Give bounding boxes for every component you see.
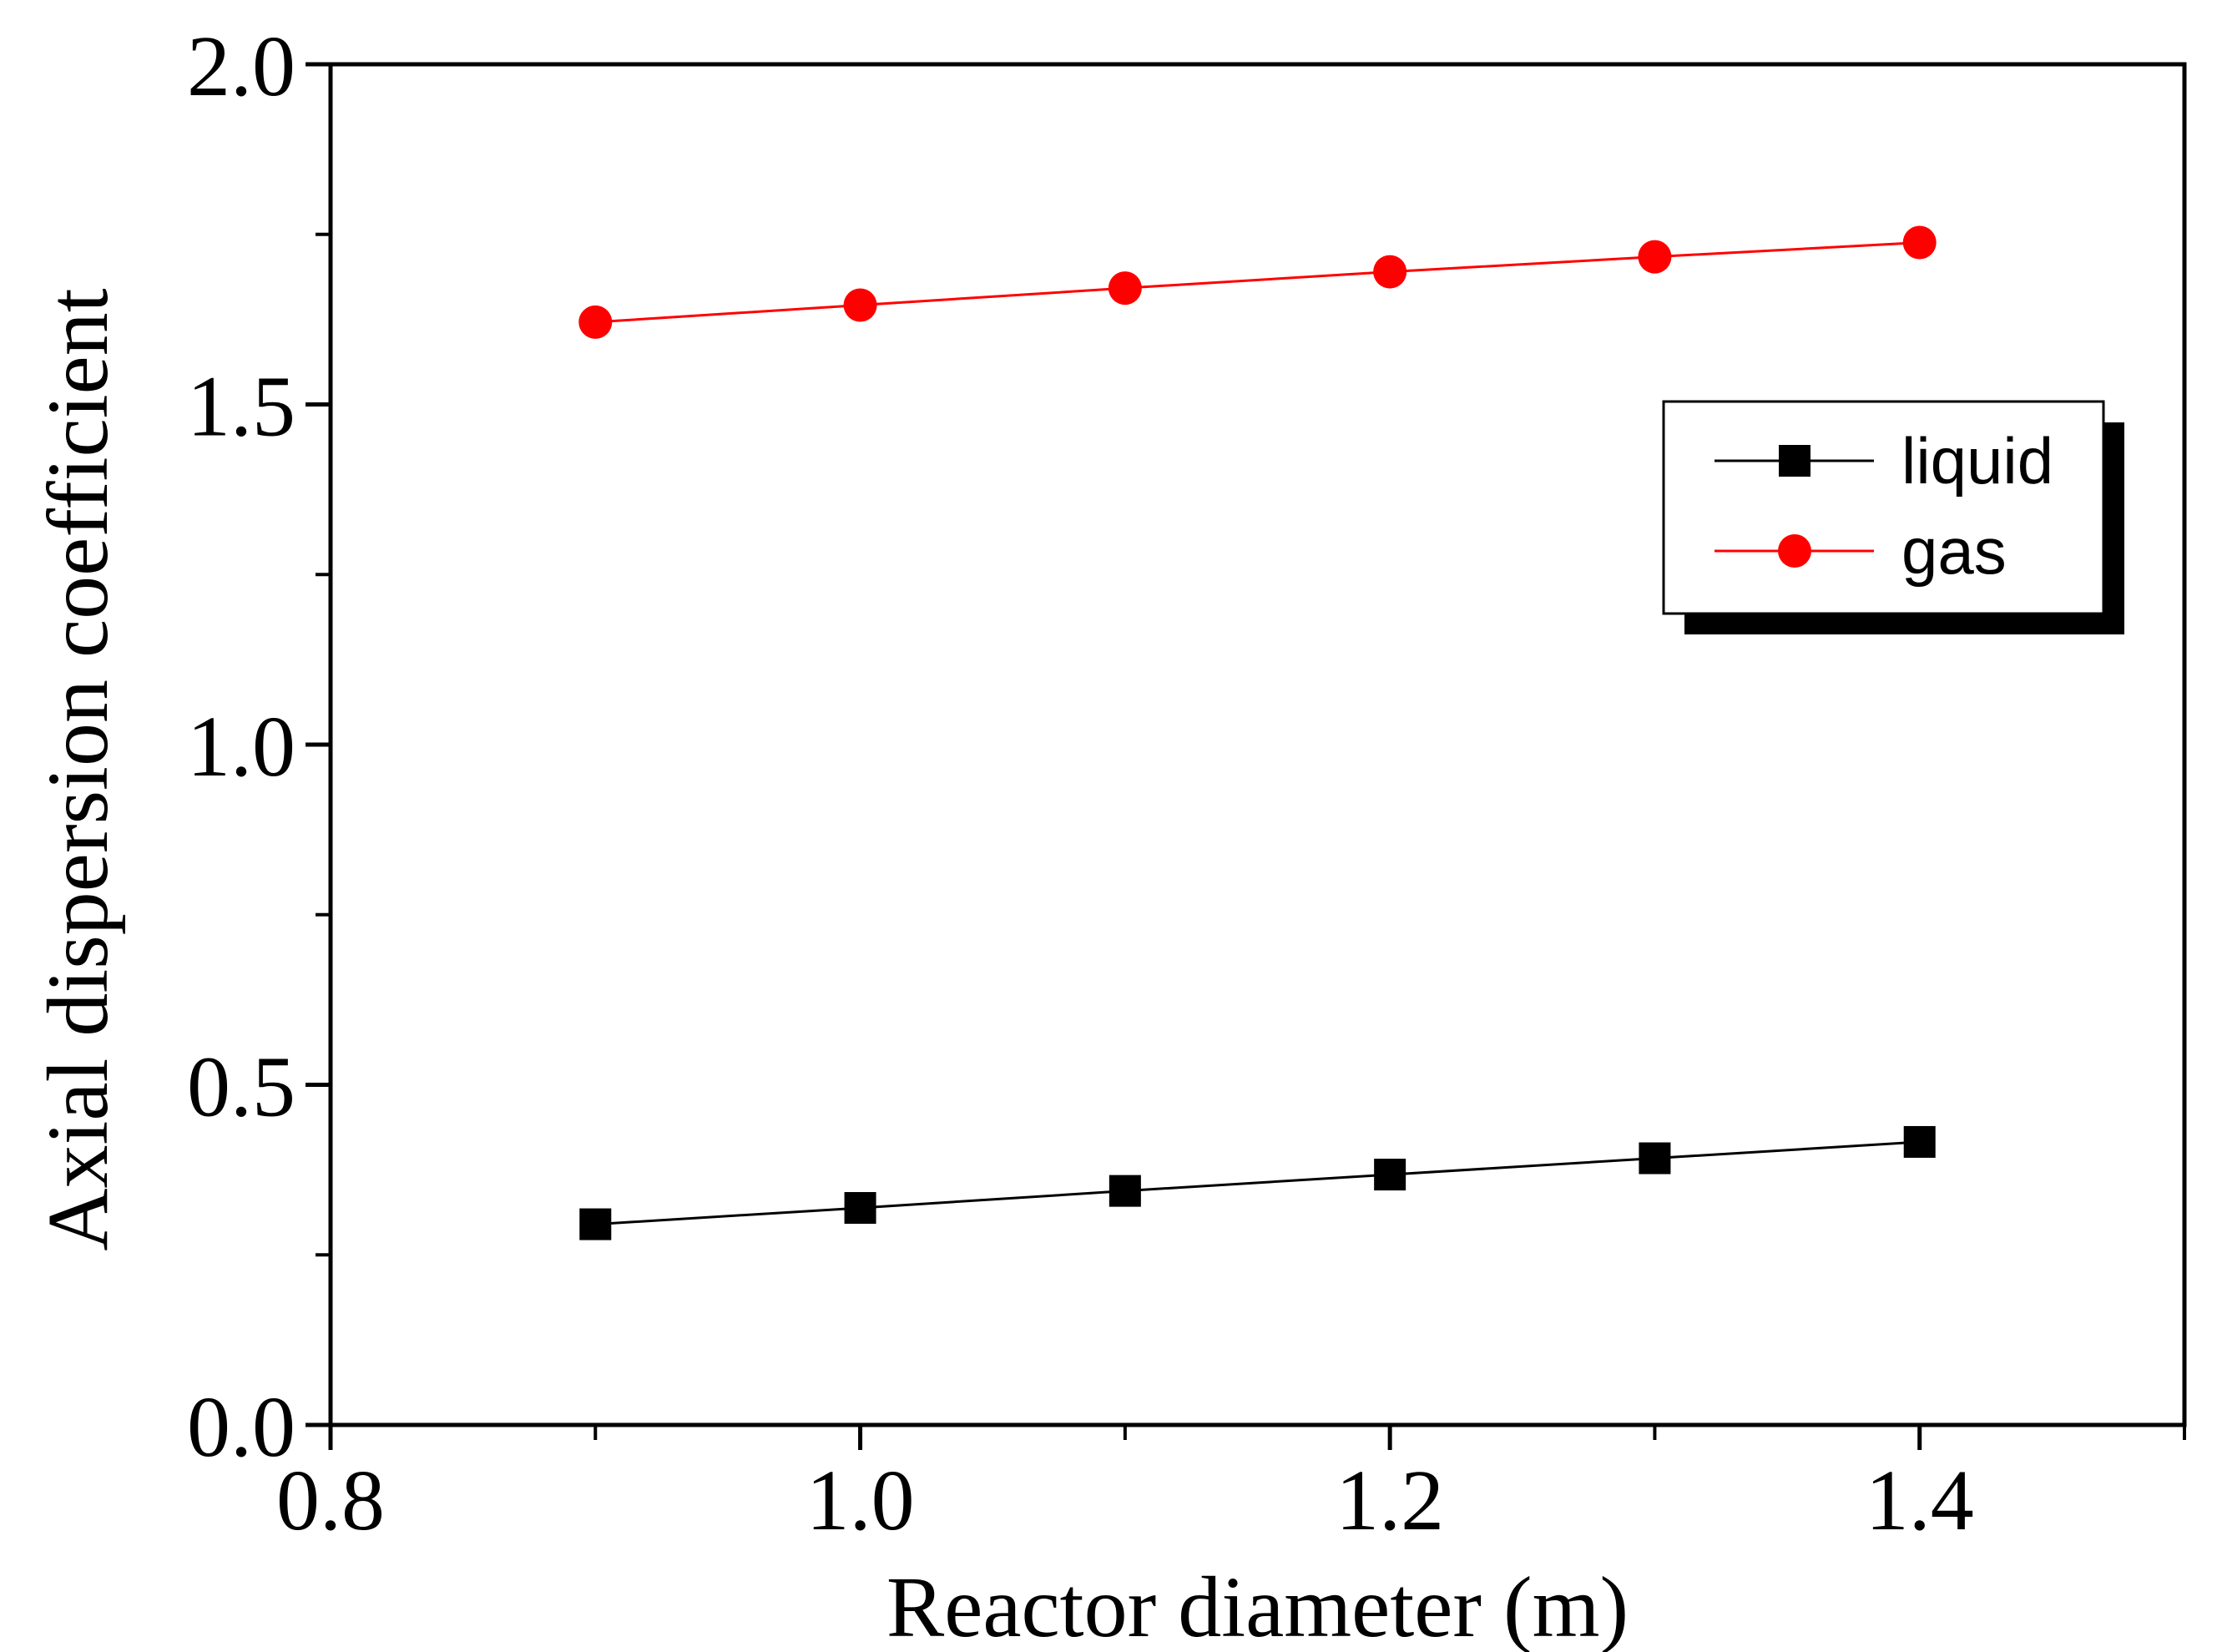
x-tick-label: 1.4 — [1866, 1452, 1974, 1548]
gas-point — [843, 288, 877, 322]
gas-point — [1638, 240, 1672, 274]
liquid-point — [844, 1192, 876, 1225]
y-tick-label: 0.5 — [187, 1039, 295, 1135]
gas-point — [578, 305, 613, 339]
legend-label: gas — [1901, 514, 2007, 588]
gas-line — [595, 241, 1920, 324]
y-tick-label: 1.5 — [187, 359, 295, 455]
legend-marker — [1779, 445, 1810, 477]
liquid-point — [579, 1208, 612, 1240]
series-liquid — [579, 1125, 1936, 1240]
x-tick-label: 0.8 — [276, 1452, 385, 1548]
tick-labels: 0.8 1.0 1.2 1.4 0.0 0.5 1.0 1.5 2.0 — [187, 18, 1974, 1548]
legend-item-liquid: liquid — [1715, 424, 2053, 498]
liquid-point — [1374, 1159, 1406, 1191]
liquid-point — [1108, 1175, 1141, 1207]
minor-ticks — [316, 232, 2186, 1440]
series-layer — [578, 225, 1937, 1240]
legend-item-gas: gas — [1715, 514, 2007, 588]
legend: liquid gas — [1662, 400, 2124, 634]
y-tick-label: 1.0 — [187, 699, 295, 795]
plot-frame — [328, 62, 2187, 1427]
y-tick-label: 2.0 — [187, 18, 295, 114]
series-gas — [578, 225, 1937, 339]
liquid-point — [1903, 1125, 1936, 1158]
legend-box — [1662, 400, 2105, 615]
gas-point — [1108, 271, 1142, 306]
legend-items: liquid gas — [1715, 424, 2053, 588]
y-tick-label: 0.0 — [187, 1379, 295, 1475]
liquid-line — [595, 1140, 1920, 1226]
x-axis-title: Reactor diameter (m) — [886, 1559, 1629, 1652]
major-ticks — [306, 62, 1922, 1450]
y-axis-title: Axial dispersion coefficient — [30, 288, 126, 1250]
legend-label: liquid — [1901, 424, 2053, 498]
x-tick-label: 1.0 — [806, 1452, 915, 1548]
liquid-point — [1639, 1142, 1671, 1175]
x-tick-label: 1.2 — [1336, 1452, 1444, 1548]
gas-point — [1902, 225, 1937, 260]
legend-marker — [1778, 534, 1811, 568]
gas-point — [1373, 255, 1407, 289]
